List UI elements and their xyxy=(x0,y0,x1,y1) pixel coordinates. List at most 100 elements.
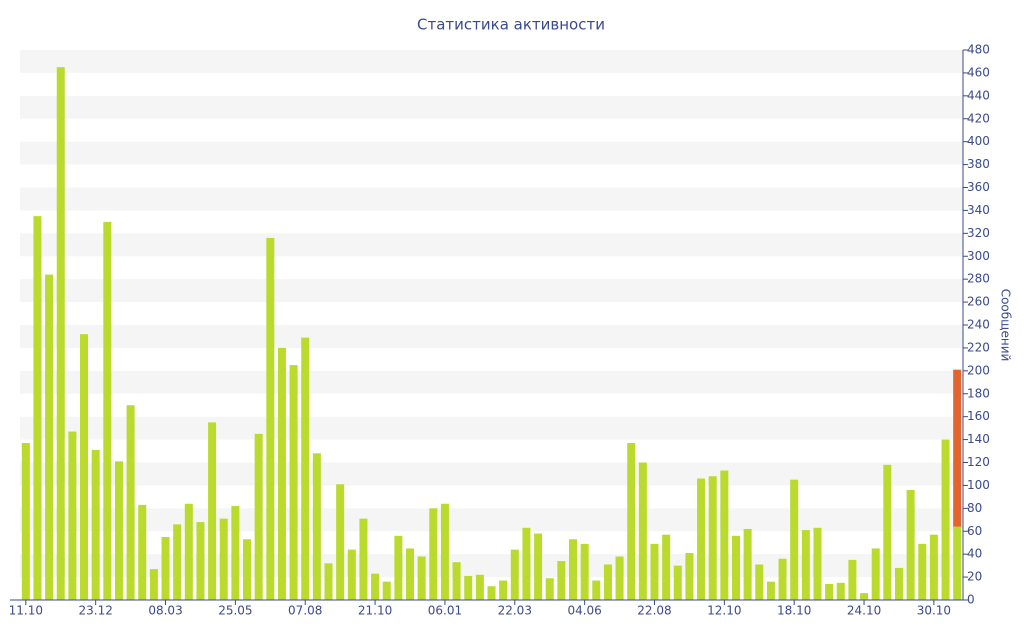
grid-band xyxy=(20,554,963,578)
y-tick-label: 440 xyxy=(967,88,990,102)
bar xyxy=(778,558,787,600)
y-tick-label: 380 xyxy=(967,157,990,171)
bar xyxy=(918,543,927,600)
x-tick-label: 23.12 xyxy=(78,604,112,618)
y-tick-label: 160 xyxy=(967,409,990,423)
bar xyxy=(45,274,54,600)
grid-band xyxy=(20,462,963,486)
bar xyxy=(522,527,531,600)
bar xyxy=(871,548,880,600)
y-axis-label: Сообщений xyxy=(999,289,1013,362)
bar xyxy=(685,553,694,600)
bar xyxy=(56,67,65,600)
bar xyxy=(394,535,403,600)
x-tick-label: 21.10 xyxy=(358,604,392,618)
bar xyxy=(184,503,193,600)
y-tick-label: 460 xyxy=(967,65,990,79)
bar xyxy=(790,479,799,600)
bar xyxy=(33,216,42,601)
bar xyxy=(161,536,170,600)
bar xyxy=(883,464,892,600)
y-tick-label: 400 xyxy=(967,134,990,148)
bar xyxy=(196,522,205,600)
bar xyxy=(534,533,543,600)
bar xyxy=(371,573,380,600)
y-tick-label: 120 xyxy=(967,455,990,469)
bar xyxy=(557,561,566,600)
bar xyxy=(266,237,275,600)
bar xyxy=(475,574,484,600)
bar xyxy=(697,478,706,600)
grid-band xyxy=(20,508,963,532)
bar xyxy=(720,470,729,600)
y-tick-label: 340 xyxy=(967,203,990,217)
x-tick-label: 11.10 xyxy=(9,604,43,618)
grid-band xyxy=(20,141,963,165)
y-tick-label: 360 xyxy=(967,180,990,194)
bar xyxy=(708,476,717,600)
bar xyxy=(743,528,752,600)
bar xyxy=(231,506,240,600)
bar xyxy=(324,563,333,600)
bar xyxy=(103,221,112,600)
bar xyxy=(80,334,89,600)
grid-band xyxy=(20,187,963,211)
bar xyxy=(208,422,217,600)
bar xyxy=(68,431,77,600)
bar xyxy=(906,490,915,600)
y-tick-label: 80 xyxy=(967,501,982,515)
y-tick-label: 180 xyxy=(967,386,990,400)
bar xyxy=(452,562,461,600)
x-tick-label: 22.03 xyxy=(498,604,532,618)
bar xyxy=(243,539,252,600)
y-tick-label: 260 xyxy=(967,295,990,309)
bar xyxy=(301,337,310,600)
y-tick-label: 60 xyxy=(967,524,982,538)
y-tick-label: 420 xyxy=(967,111,990,125)
x-tick-label: 18.10 xyxy=(777,604,811,618)
x-tick-label: 04.06 xyxy=(567,604,601,618)
bar xyxy=(91,449,100,600)
bar xyxy=(627,443,636,600)
bar xyxy=(813,527,822,600)
bar xyxy=(731,535,740,600)
bar xyxy=(138,504,147,600)
bar xyxy=(638,462,647,600)
bar xyxy=(359,518,368,600)
bar xyxy=(499,580,508,600)
bar xyxy=(580,543,589,600)
bar xyxy=(440,503,449,600)
bar xyxy=(929,534,938,600)
bar xyxy=(173,524,182,600)
y-tick-label: 480 xyxy=(967,43,990,57)
x-tick-label: 22.08 xyxy=(637,604,671,618)
x-tick-label: 06.01 xyxy=(428,604,462,618)
bar xyxy=(382,581,391,600)
bar xyxy=(603,564,612,600)
y-tick-label: 40 xyxy=(967,547,982,561)
x-tick-label: 12.10 xyxy=(707,604,741,618)
x-tick-label: 25.05 xyxy=(218,604,252,618)
bar xyxy=(825,583,834,600)
bar xyxy=(894,567,903,600)
bar xyxy=(650,543,659,600)
x-tick-label: 07.08 xyxy=(288,604,322,618)
bar xyxy=(114,461,123,600)
bar xyxy=(836,582,845,600)
bar xyxy=(289,365,298,600)
bar xyxy=(254,433,263,600)
y-tick-label: 20 xyxy=(967,570,982,584)
y-tick-label: 100 xyxy=(967,478,990,492)
bar xyxy=(662,534,671,600)
bar xyxy=(860,593,869,600)
grid-band xyxy=(20,233,963,257)
bar xyxy=(429,508,438,600)
y-tick-label: 300 xyxy=(967,249,990,263)
grid-band xyxy=(20,370,963,394)
x-tick-label: 08.03 xyxy=(148,604,182,618)
bar xyxy=(464,575,473,600)
bar xyxy=(941,439,950,600)
grid-band xyxy=(20,50,963,73)
bar xyxy=(487,586,496,600)
